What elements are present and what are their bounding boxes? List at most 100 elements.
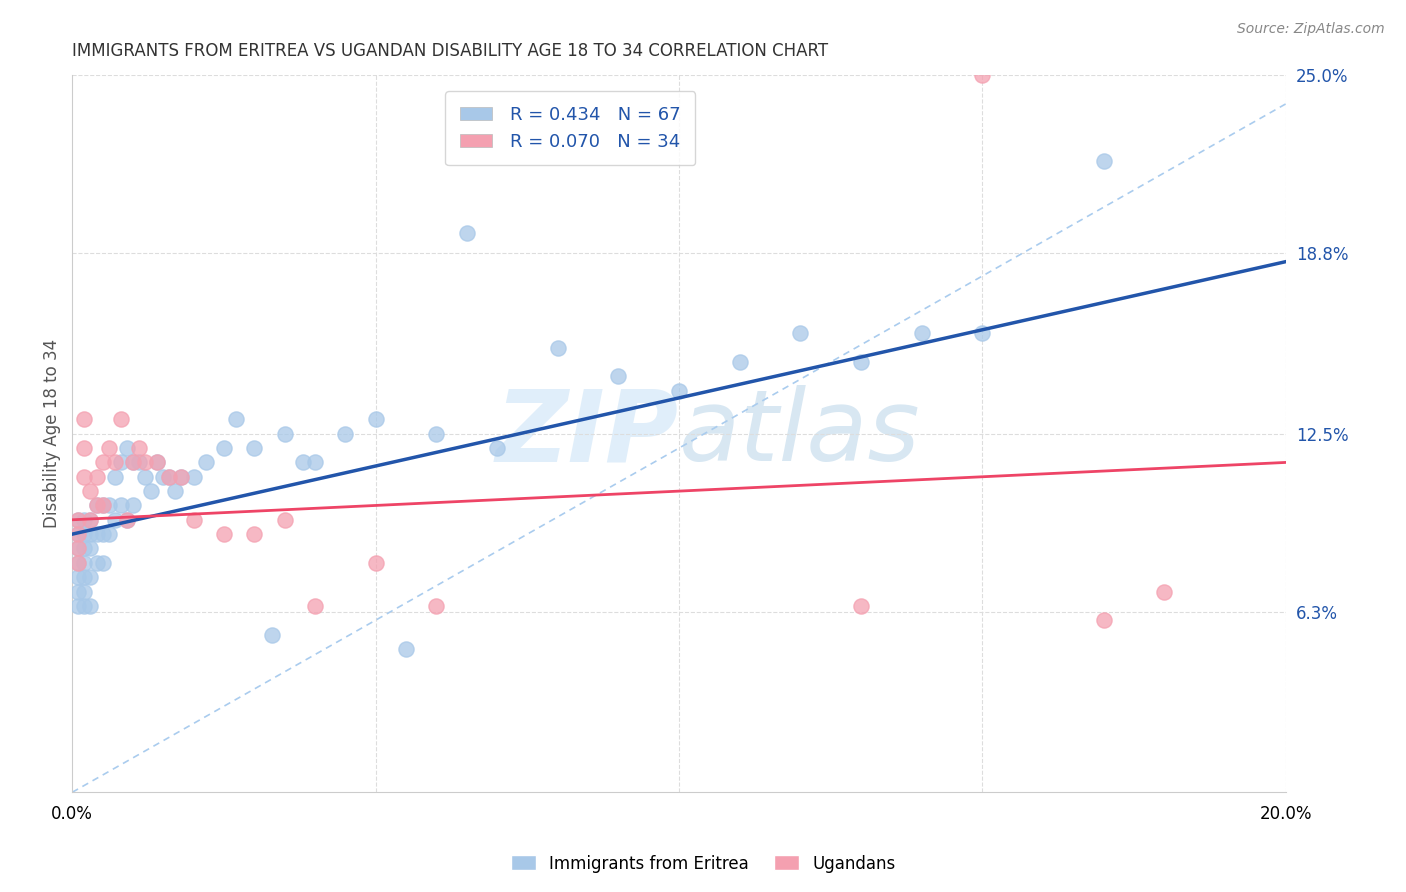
Point (335, 426, 357, 441)
Point (1092, 613, 1115, 627)
Point (911, 326, 934, 341)
Point (91, 527, 114, 541)
Point (104, 513, 127, 527)
Point (110, 455, 132, 469)
Text: atlas: atlas (679, 385, 921, 483)
Point (225, 412, 247, 426)
Point (79, 513, 101, 527)
Point (146, 455, 169, 469)
Point (128, 455, 150, 469)
Point (243, 527, 266, 541)
Point (262, 627, 284, 641)
Point (128, 441, 150, 455)
Point (728, 355, 751, 369)
Point (67, 527, 90, 541)
Point (134, 455, 156, 469)
Point (364, 556, 387, 570)
Point (183, 469, 205, 483)
Point (67, 556, 90, 570)
Point (122, 499, 145, 513)
Point (97, 499, 120, 513)
Point (243, 441, 266, 455)
Point (157, 469, 180, 483)
Point (425, 426, 447, 441)
Point (668, 384, 690, 398)
Point (67, 584, 90, 599)
Point (212, 527, 235, 541)
Legend: R = 0.434   N = 67, R = 0.070   N = 34: R = 0.434 N = 67, R = 0.070 N = 34 (446, 91, 696, 165)
Point (547, 341, 569, 355)
Point (79, 599, 101, 613)
Point (79, 541, 101, 556)
Point (73, 541, 96, 556)
Point (165, 484, 187, 499)
Point (67, 541, 90, 556)
Point (273, 426, 295, 441)
Point (104, 455, 127, 469)
Point (73, 527, 96, 541)
Point (972, 326, 994, 341)
Point (194, 455, 217, 469)
Point (67, 513, 90, 527)
Point (1092, 154, 1115, 169)
Point (73, 441, 96, 455)
Point (291, 455, 314, 469)
Point (110, 499, 132, 513)
Point (67, 513, 90, 527)
Point (79, 513, 101, 527)
Point (789, 326, 811, 341)
Point (73, 513, 96, 527)
Point (849, 355, 872, 369)
Point (395, 641, 418, 656)
Point (157, 469, 180, 483)
Text: Source: ZipAtlas.com: Source: ZipAtlas.com (1237, 22, 1385, 37)
Text: ZIP: ZIP (496, 385, 679, 483)
Point (73, 584, 96, 599)
Point (139, 484, 162, 499)
Point (91, 556, 114, 570)
Point (849, 599, 872, 613)
Point (170, 469, 193, 483)
Point (304, 599, 326, 613)
Point (67, 599, 90, 613)
Point (67, 541, 90, 556)
Point (73, 412, 96, 426)
Point (67, 527, 90, 541)
Point (134, 469, 156, 483)
Point (73, 469, 96, 483)
Point (183, 513, 205, 527)
Point (212, 441, 235, 455)
Point (170, 469, 193, 483)
Point (86, 469, 108, 483)
Point (115, 513, 138, 527)
Point (425, 599, 447, 613)
Point (607, 369, 630, 384)
Point (79, 484, 101, 499)
Point (456, 226, 478, 240)
Point (485, 441, 508, 455)
Point (1153, 584, 1175, 599)
Point (152, 469, 174, 483)
Point (273, 513, 295, 527)
Point (122, 455, 145, 469)
Point (73, 556, 96, 570)
Point (110, 412, 132, 426)
Point (122, 455, 145, 469)
Point (79, 527, 101, 541)
Text: IMMIGRANTS FROM ERITREA VS UGANDAN DISABILITY AGE 18 TO 34 CORRELATION CHART: IMMIGRANTS FROM ERITREA VS UGANDAN DISAB… (72, 42, 828, 60)
Point (73, 570, 96, 584)
Point (86, 499, 108, 513)
Point (86, 499, 108, 513)
Point (304, 455, 326, 469)
Point (146, 455, 169, 469)
Point (972, 68, 994, 82)
Point (97, 441, 120, 455)
Point (67, 556, 90, 570)
Point (91, 455, 114, 469)
Point (67, 570, 90, 584)
Point (115, 441, 138, 455)
Point (104, 469, 127, 483)
Point (364, 412, 387, 426)
Point (97, 527, 120, 541)
Point (86, 527, 108, 541)
